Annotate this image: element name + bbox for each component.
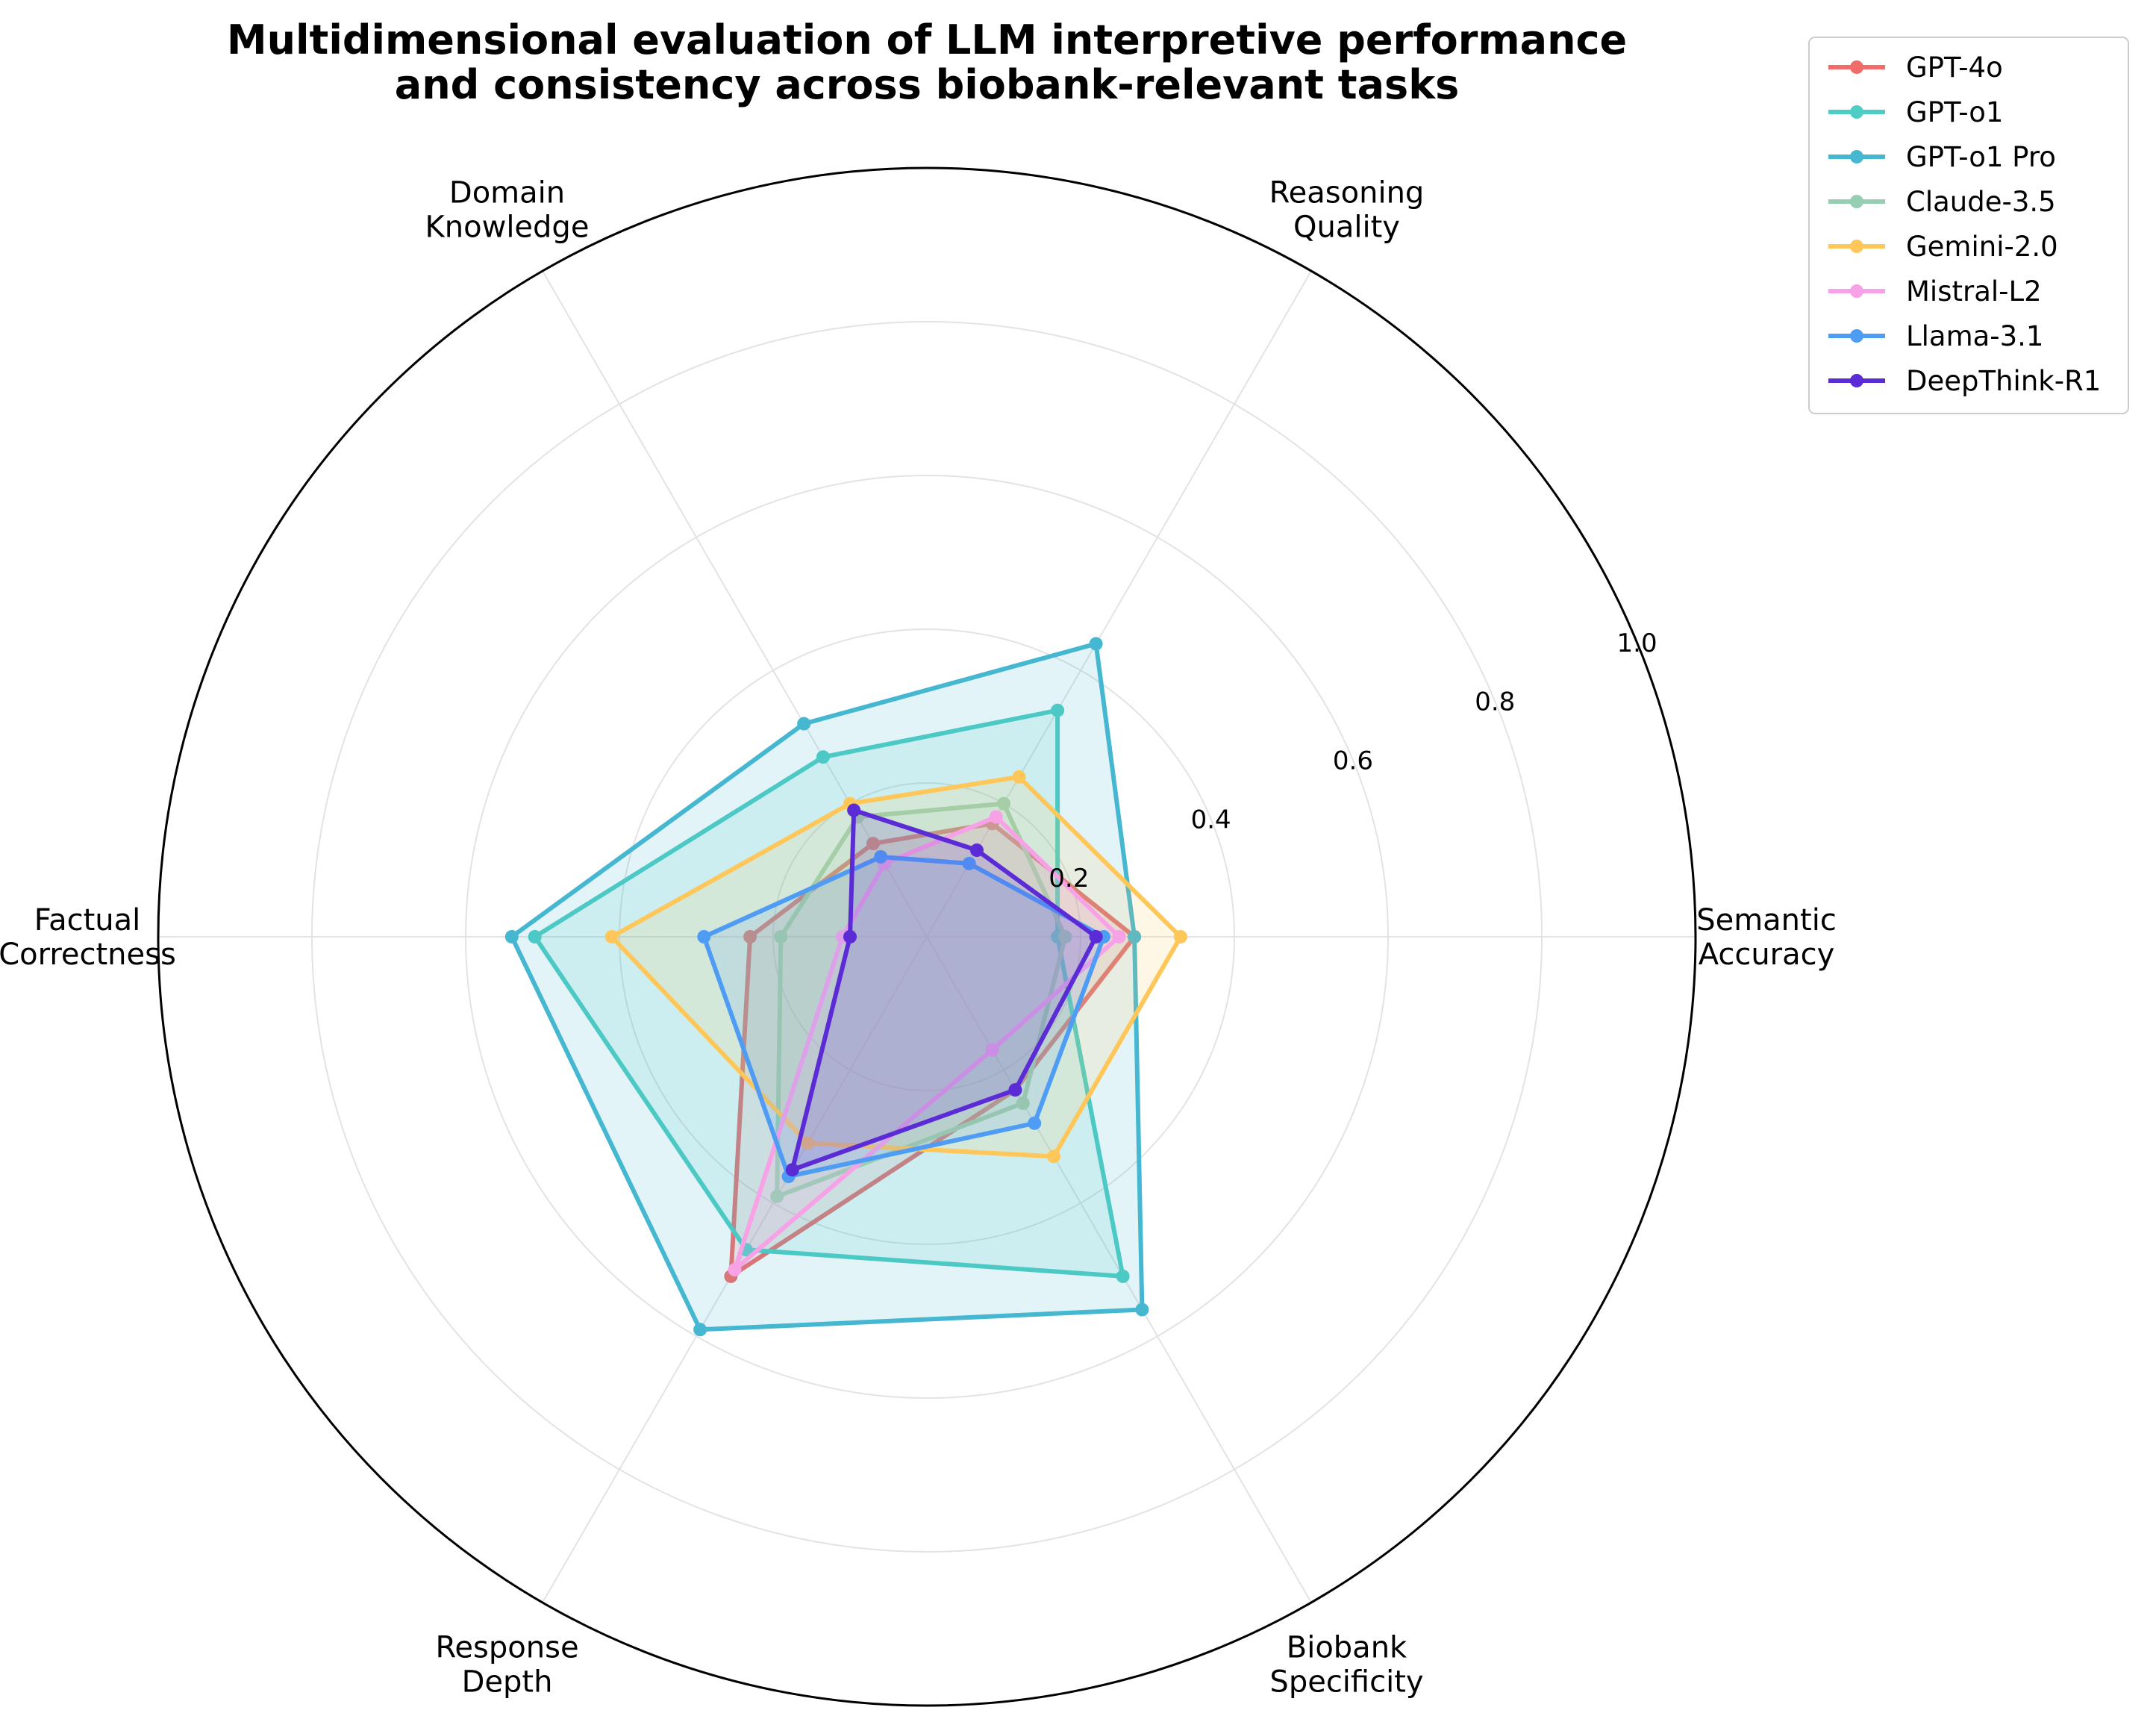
legend-swatch-marker bbox=[1850, 150, 1863, 163]
radial-tick-label: 0.6 bbox=[1333, 746, 1373, 776]
data-point bbox=[604, 930, 619, 943]
data-point bbox=[697, 930, 711, 943]
data-point bbox=[962, 856, 976, 870]
data-point bbox=[728, 1263, 742, 1277]
legend-item-deepthink-r1[interactable]: DeepThink-R1 bbox=[1828, 365, 2101, 397]
axis-label-biobank-specificity: Biobank Specificity bbox=[1269, 1630, 1423, 1699]
data-point bbox=[797, 717, 811, 731]
legend-item-gemini-2-0[interactable]: Gemini-2.0 bbox=[1828, 231, 2058, 263]
data-point bbox=[1173, 930, 1187, 943]
series-fill bbox=[611, 776, 1181, 1157]
axis-label-reasoning-quality: Reasoning Quality bbox=[1269, 176, 1425, 245]
legend-label: Gemini-2.0 bbox=[1906, 231, 2058, 263]
legend-label: GPT-o1 Pro bbox=[1906, 141, 2056, 173]
axis-label-semantic-accuracy: Semantic Accuracy bbox=[1696, 903, 1837, 972]
series-gemini-2-0 bbox=[604, 770, 1187, 1164]
data-point bbox=[874, 849, 888, 864]
axis-label-domain-knowledge: Domain Knowledge bbox=[425, 176, 590, 245]
legend-swatch-marker bbox=[1850, 195, 1863, 208]
data-point bbox=[843, 930, 857, 943]
data-point bbox=[785, 1163, 799, 1177]
legend-item-llama-3-1[interactable]: Llama-3.1 bbox=[1828, 320, 2043, 352]
legend-item-gpt-o1-pro[interactable]: GPT-o1 Pro bbox=[1828, 141, 2056, 173]
legend-frame bbox=[1808, 37, 2129, 414]
data-point bbox=[1046, 1149, 1060, 1164]
data-point bbox=[969, 843, 984, 858]
chart-title-line: and consistency across biobank-relevant … bbox=[395, 61, 1460, 108]
data-point bbox=[847, 803, 861, 817]
axis-label-factual-correctness: Factual Correctness bbox=[0, 903, 176, 972]
data-point bbox=[816, 750, 830, 764]
legend-item-mistral-l2[interactable]: Mistral-L2 bbox=[1828, 275, 2042, 308]
data-point bbox=[770, 1189, 784, 1203]
data-point bbox=[801, 1136, 815, 1150]
data-point bbox=[1089, 930, 1103, 943]
axis-label-response-depth: Response Depth bbox=[435, 1630, 578, 1699]
legend-label: Mistral-L2 bbox=[1906, 275, 2042, 308]
data-point bbox=[997, 796, 1010, 811]
legend-label: Claude-3.5 bbox=[1906, 186, 2056, 218]
outer-frame bbox=[157, 166, 1697, 1707]
data-point bbox=[774, 930, 788, 943]
data-point bbox=[1008, 1083, 1022, 1097]
chart-title: Multidimensional evaluation of LLM inter… bbox=[227, 16, 1627, 108]
series-llama-3-1 bbox=[697, 849, 1110, 1184]
data-point bbox=[693, 1323, 707, 1337]
legend-item-claude-3-5[interactable]: Claude-3.5 bbox=[1828, 186, 2056, 218]
data-point bbox=[985, 1043, 999, 1057]
data-point bbox=[989, 810, 1003, 824]
radial-tick-label: 0.8 bbox=[1475, 687, 1515, 717]
data-point bbox=[1112, 930, 1126, 943]
legend-swatch-marker bbox=[1850, 60, 1863, 74]
legend-swatch-marker bbox=[1850, 240, 1863, 253]
series-fill bbox=[704, 857, 1104, 1177]
radial-tick-label: 0.2 bbox=[1049, 864, 1089, 893]
legend-swatch-marker bbox=[1850, 374, 1863, 387]
data-point bbox=[1116, 1269, 1130, 1283]
radar-frame bbox=[157, 166, 1697, 1707]
radial-tick-label: 1.0 bbox=[1617, 628, 1657, 658]
data-point bbox=[528, 930, 542, 943]
data-point bbox=[504, 930, 519, 943]
data-point bbox=[1058, 930, 1072, 943]
data-point bbox=[1135, 1303, 1149, 1317]
legend-item-gpt-4o[interactable]: GPT-4o bbox=[1828, 52, 2003, 84]
data-point bbox=[1051, 703, 1065, 717]
data-point bbox=[1028, 1116, 1042, 1130]
radial-tick-labels: 0.2 0.4 0.6 0.8 1.0 bbox=[1049, 628, 1657, 893]
legend-swatch-marker bbox=[1850, 329, 1863, 343]
legend-label: DeepThink-R1 bbox=[1906, 365, 2101, 397]
legend-swatch-marker bbox=[1850, 105, 1863, 119]
legend-label: GPT-4o bbox=[1906, 52, 2003, 84]
data-point bbox=[1128, 930, 1142, 943]
axis-labels: Semantic Accuracy Reasoning Quality Domain Kn… bbox=[0, 176, 1837, 1700]
legend-swatch-marker bbox=[1850, 284, 1863, 298]
data-point bbox=[1089, 637, 1103, 651]
series-fill bbox=[731, 823, 1135, 1276]
series-deepthink-r1 bbox=[785, 803, 1103, 1177]
data-point bbox=[1016, 1096, 1030, 1111]
data-point bbox=[866, 837, 880, 851]
legend-label: Llama-3.1 bbox=[1906, 320, 2043, 352]
radial-tick-label: 0.4 bbox=[1191, 805, 1231, 835]
chart-title-line: Multidimensional evaluation of LLM inter… bbox=[227, 16, 1627, 63]
legend-item-gpt-o1[interactable]: GPT-o1 bbox=[1828, 96, 2003, 128]
data-point bbox=[1012, 770, 1026, 784]
legend[interactable]: GPT-4o GPT-o1 GPT-o1 Pro Claude-3.5 Gemini-2… bbox=[1808, 37, 2129, 414]
grid-spoke bbox=[542, 270, 928, 938]
legend-label: GPT-o1 bbox=[1906, 96, 2003, 128]
data-point bbox=[743, 930, 757, 943]
series-layer bbox=[504, 637, 1187, 1337]
